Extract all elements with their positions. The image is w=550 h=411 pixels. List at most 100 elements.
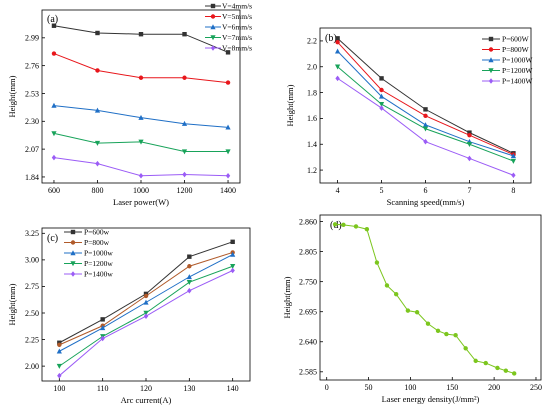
panel-a-data-point xyxy=(138,139,144,145)
panel-c-legend-marker xyxy=(70,261,76,267)
panel-b-y-tick-label: 1.6 xyxy=(307,114,317,123)
panel-b-data-point xyxy=(466,142,473,148)
panel-b-legend-marker xyxy=(488,47,494,52)
panel-d-y-tick-label: 2.640 xyxy=(299,338,317,347)
panel-a-data-point xyxy=(225,50,231,55)
panel-b-data-point xyxy=(467,133,472,138)
panel-a-data-point xyxy=(94,140,101,146)
panel-c-x-tick-label: 100 xyxy=(53,384,65,393)
panel-a-data-point xyxy=(225,124,231,130)
panel-b-x-tick-label: 6 xyxy=(424,186,428,195)
panel-b-data-point xyxy=(422,122,429,128)
panel-c-legend-marker xyxy=(70,250,76,256)
panel-a-legend-label: V=6mm/s xyxy=(222,23,252,32)
panel-d-data-point xyxy=(495,365,500,371)
panel-b-panel-label: (b) xyxy=(325,33,337,44)
panel-a-data-point xyxy=(95,30,100,36)
panel-c-y-tick-label: 2.25 xyxy=(25,335,39,344)
panel-d-data-point xyxy=(512,371,517,376)
panel-c-x-tick-label: 130 xyxy=(183,384,195,393)
panel-c-legend-marker xyxy=(70,240,76,245)
panel-b-legend-marker xyxy=(488,36,494,42)
panel-b-data-point xyxy=(378,93,385,99)
panel-a-data-point xyxy=(51,23,57,28)
panel-b: 4 5 6 7 8 1.2 1.4 1.6 1.8 2.0 2.2 Scanning speed(mm… xyxy=(285,27,533,207)
panel-b-data-point xyxy=(467,130,472,135)
panel-d-data-point xyxy=(444,331,449,337)
panel-b-y-tick-label: 1.8 xyxy=(307,88,317,97)
panel-d-x-tick-label: 150 xyxy=(446,383,458,392)
panel-b-y-tick-label: 2.2 xyxy=(307,37,317,46)
panel-b-data-point xyxy=(467,155,472,162)
panel-c-data-point xyxy=(143,293,149,299)
panel-a-x-axis-label: Laser power(W) xyxy=(113,197,169,207)
panel-b-data-point xyxy=(378,102,385,108)
panel-c-data-point xyxy=(230,251,236,257)
panel-d-data-point xyxy=(503,368,509,373)
panel-d-series-line-1 xyxy=(335,223,515,374)
panel-d-data-point xyxy=(364,227,370,232)
panel-a-y-tick-label: 2.07 xyxy=(25,145,39,154)
panel-a-data-point xyxy=(182,75,187,80)
panel-b-x-tick-label: 4 xyxy=(336,186,340,195)
panel-d-data-point xyxy=(435,328,441,334)
panel-d-data-point xyxy=(405,308,411,313)
panel-c-y-tick-label: 2.75 xyxy=(25,282,39,291)
panel-c-y-tick-label: 3.25 xyxy=(25,229,39,238)
panel-c-data-point xyxy=(57,342,62,348)
panel-c-data-point xyxy=(187,287,192,294)
panel-a-y-tick-label: 2.30 xyxy=(25,117,39,126)
panel-d-x-tick-label: 0 xyxy=(325,383,329,392)
panel-a-x-tick-label: 1200 xyxy=(177,186,193,195)
panel-a-data-point xyxy=(51,51,57,56)
panel-d-y-tick-label: 2.860 xyxy=(299,217,317,226)
panel-a-data-point xyxy=(95,68,100,73)
panel-c-data-point xyxy=(143,310,149,316)
panel-b-y-tick-label: 2.0 xyxy=(307,63,317,72)
panel-a-x-tick-label: 1000 xyxy=(133,186,149,195)
panel-c-data-point xyxy=(100,335,105,342)
panel-c-data-point xyxy=(56,363,62,369)
panel-b-legend-marker xyxy=(488,68,494,74)
panel-c-x-tick-label: 120 xyxy=(140,384,152,393)
panel-b-x-tick-label: 5 xyxy=(380,186,384,195)
panel-d-data-point xyxy=(463,346,468,351)
panel-c-legend-label: P=1400w xyxy=(84,270,113,279)
panel-b-legend-label: P=1200W xyxy=(502,66,533,75)
panel-b-data-point xyxy=(379,105,384,111)
panel-a-legend-marker xyxy=(210,35,216,41)
panel-a-data-point xyxy=(182,171,187,178)
panel-a-x-tick-label: 800 xyxy=(91,186,103,195)
panel-b-data-point xyxy=(423,113,428,119)
panel-a-y-tick-label: 2.53 xyxy=(25,89,39,98)
panel-c-legend-label: P=1200w xyxy=(84,259,113,268)
panel-c-legend-marker xyxy=(70,229,76,235)
panel-b-x-tick-label: 8 xyxy=(511,186,515,195)
panel-b-data-point xyxy=(335,40,340,45)
panel-c-legend-label: P=600w xyxy=(84,228,110,237)
panel-c-data-point xyxy=(56,348,62,354)
panel-a-y-tick-label: 2.99 xyxy=(25,34,39,43)
panel-b-x-axis-label: Scanning speed(mm/s) xyxy=(387,197,465,207)
panel-d-data-point xyxy=(425,321,431,326)
panel-c-legend-label: P=1000w xyxy=(84,249,113,258)
panel-d-axes-frame xyxy=(319,214,542,381)
panel-b-legend-label: P=1000W xyxy=(502,56,533,65)
panel-b-y-axis-label: Height(mm) xyxy=(285,84,295,126)
panel-a-data-point xyxy=(138,75,144,80)
panel-c-x-axis-label: Arc current(A) xyxy=(121,395,172,405)
panel-a-data-point xyxy=(225,172,231,179)
panel-a-series-line-1 xyxy=(53,25,229,53)
panel-c-data-point xyxy=(230,264,236,270)
panel-b-legend-label: P=1400W xyxy=(502,77,533,86)
panel-a-legend-label: V=7mm/s xyxy=(222,33,252,42)
panel-b-legend-label: P=800W xyxy=(502,45,530,54)
panel-c-y-tick-label: 2.50 xyxy=(25,309,39,318)
panel-b-data-point xyxy=(423,138,428,145)
panel-d: 0 50 100 150 200 250 2.585 2.640 2.695 2.750 2.805… xyxy=(282,214,542,404)
panel-b-data-point xyxy=(510,153,517,159)
panel-a-data-point xyxy=(51,154,57,161)
panel-a-legend-label: V=5mm/s xyxy=(222,12,252,21)
panel-a-legend-marker xyxy=(210,14,216,19)
